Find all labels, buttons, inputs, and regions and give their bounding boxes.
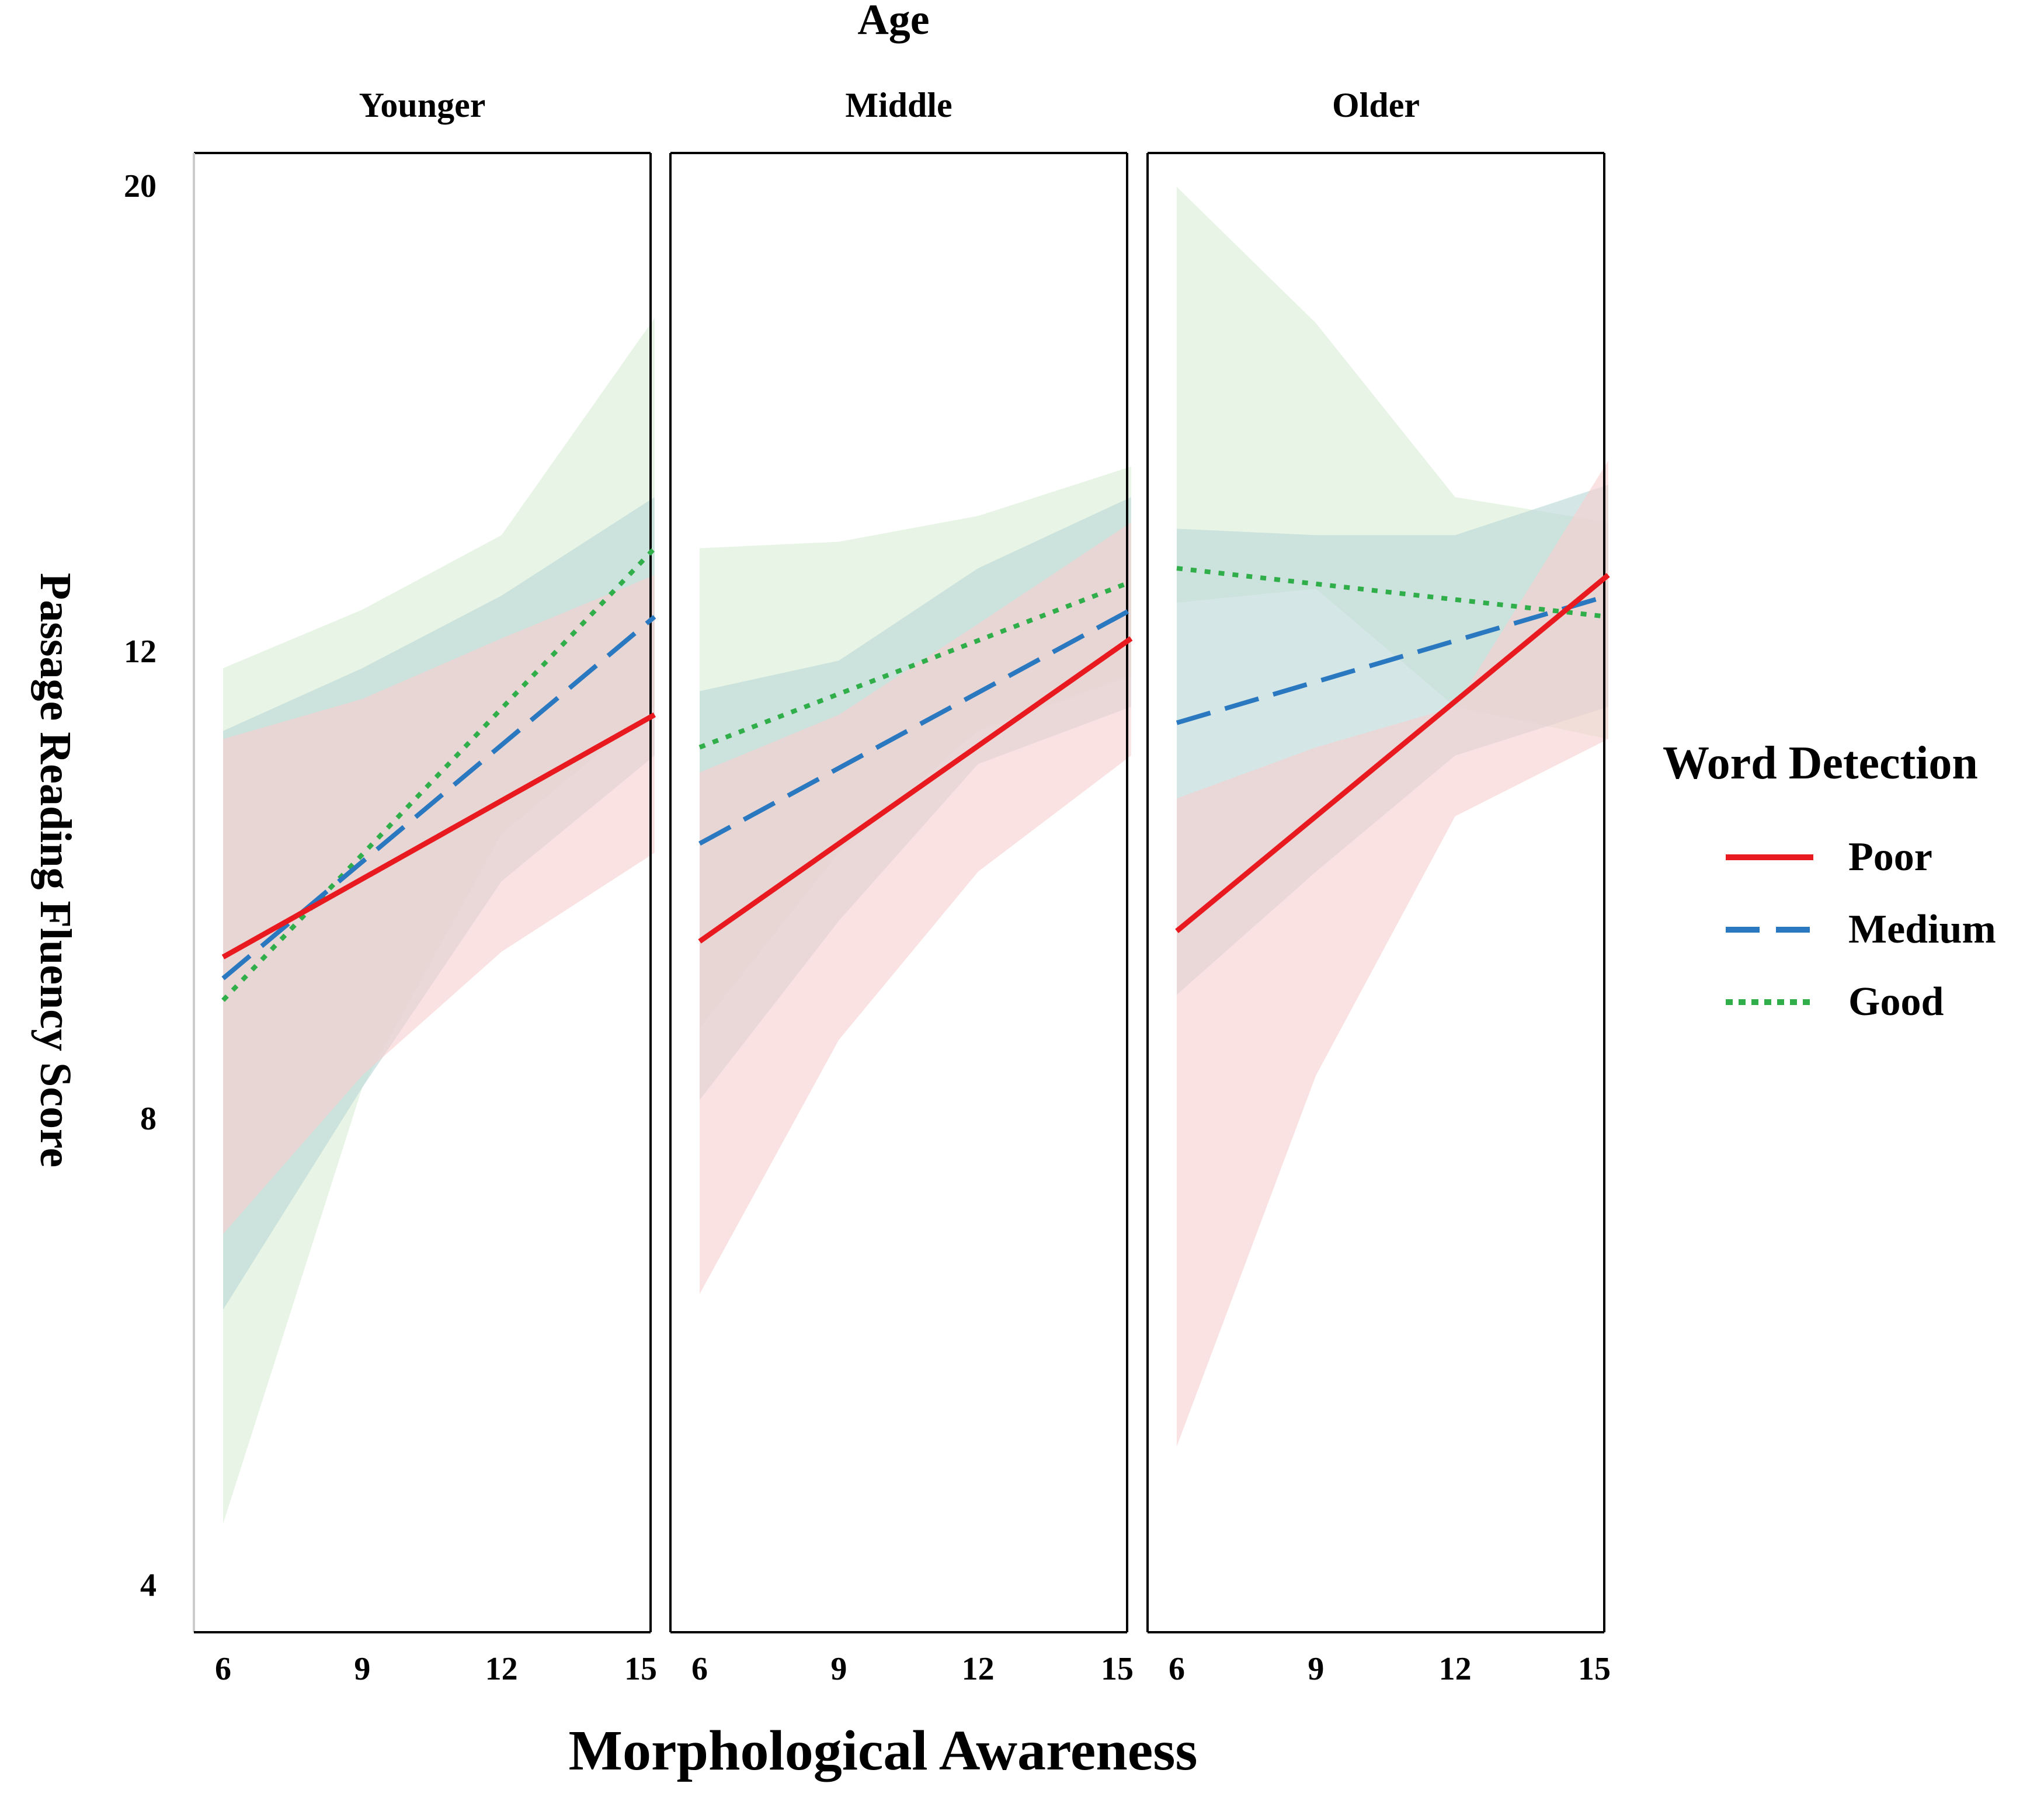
- facet-title: Age: [857, 0, 929, 44]
- y-tick-label-12: 12: [124, 634, 157, 670]
- line-younger-good: [221, 547, 656, 1002]
- x-tick-label-middle-6: 6: [691, 1651, 708, 1687]
- line-older-good: [1176, 566, 1609, 620]
- x-tick-label-older-9: 9: [1308, 1651, 1324, 1687]
- y-tick-label-8: 8: [140, 1101, 157, 1137]
- legend-title: Word Detection: [1663, 738, 1978, 789]
- line-middle-poor: [698, 636, 1133, 944]
- legend: Word Detection Poor Medium Good: [1663, 738, 1996, 1024]
- legend-label-medium: Medium: [1848, 907, 1996, 952]
- x-tick-label-younger-15: 15: [624, 1651, 657, 1687]
- x-tick-label-older-12: 12: [1439, 1651, 1472, 1687]
- y-tick-label-4: 4: [140, 1567, 157, 1604]
- panel-younger: Younger 6 9 12 15: [193, 86, 657, 1687]
- panel-middle: Middle 6 9 12 15: [669, 86, 1134, 1687]
- x-tick-label-middle-9: 9: [830, 1651, 847, 1687]
- panel-title-older: Older: [1332, 86, 1420, 124]
- plot-layer: Younger 6 9 12 15 Middle 6 9 12 15 Older 6 9 12 15: [193, 86, 1611, 1687]
- line-middle-medium: [698, 607, 1132, 846]
- line-younger-poor: [221, 712, 656, 959]
- x-tick-label-middle-15: 15: [1101, 1651, 1134, 1687]
- x-tick-label-younger-12: 12: [485, 1651, 518, 1687]
- x-tick-label-older-15: 15: [1578, 1651, 1611, 1687]
- ribbon-older-poor: [1177, 460, 1608, 1447]
- ribbon-younger-poor: [223, 575, 655, 1235]
- panel-older: Older 6 9 12 15: [1146, 86, 1611, 1687]
- x-tick-label-younger-6: 6: [215, 1651, 231, 1687]
- line-younger-medium: [221, 615, 656, 981]
- x-tick-label-older-6: 6: [1169, 1651, 1185, 1687]
- x-axis-label: Morphological Awareness: [568, 1719, 1197, 1782]
- legend-label-poor: Poor: [1848, 835, 1932, 879]
- panel-title-younger: Younger: [359, 86, 486, 124]
- line-older-medium: [1176, 593, 1609, 725]
- y-axis: 20 12 8 4: [124, 168, 157, 1604]
- y-axis-label: Passage Reading Fluency Score: [31, 573, 80, 1167]
- y-tick-label-20: 20: [124, 168, 157, 204]
- legend-keys: [1726, 854, 1813, 1005]
- x-tick-label-younger-9: 9: [354, 1651, 370, 1687]
- legend-label-good: Good: [1848, 979, 1944, 1024]
- x-tick-label-middle-12: 12: [962, 1651, 995, 1687]
- line-older-poor: [1175, 573, 1610, 933]
- panel-title-middle: Middle: [845, 86, 952, 124]
